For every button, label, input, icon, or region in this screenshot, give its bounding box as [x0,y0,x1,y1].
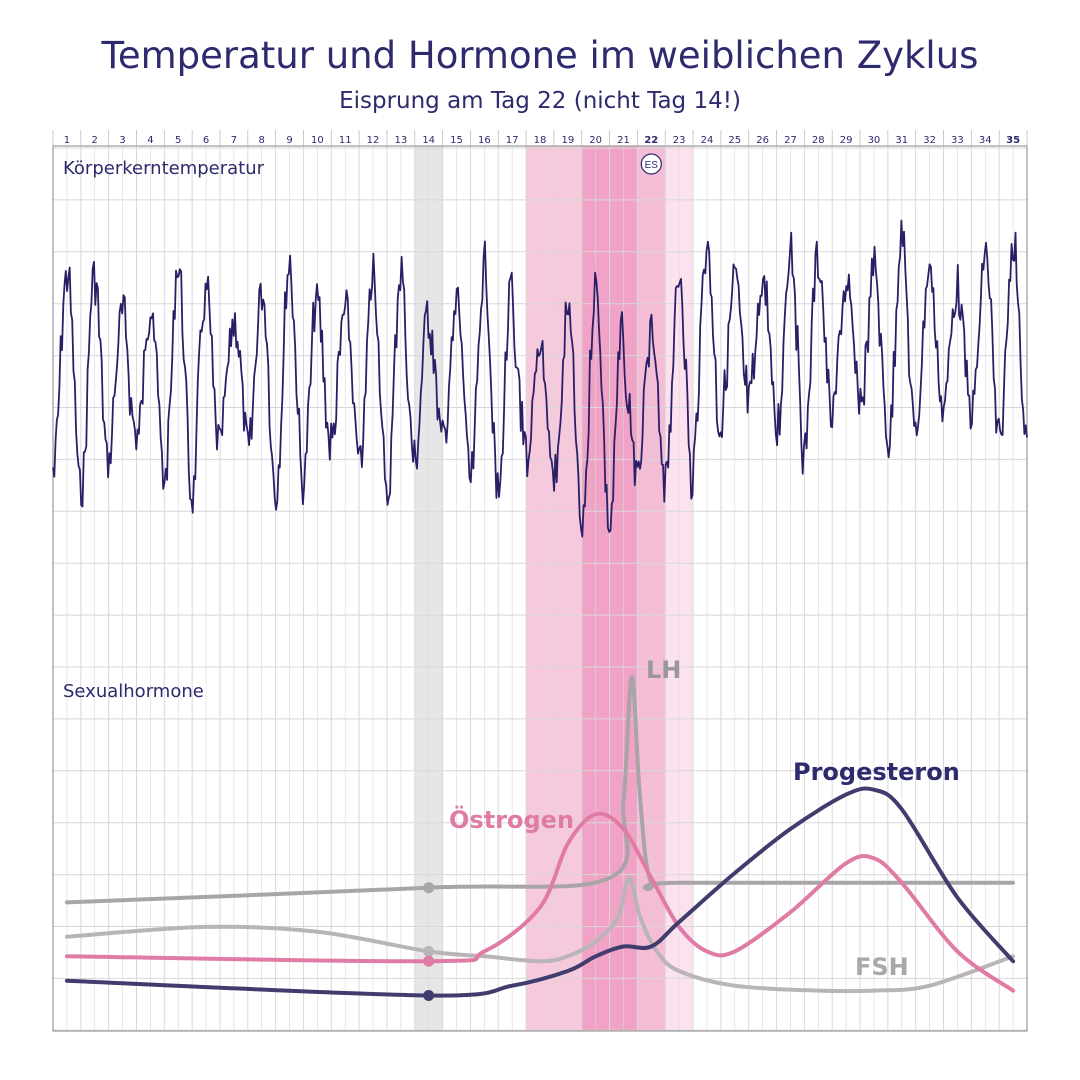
series-label-lh: LH [646,656,681,684]
day-label-13: 13 [394,135,407,146]
day-label-29: 29 [840,135,853,146]
day-label-27: 27 [784,135,797,146]
series-label-östrogen: Östrogen [449,804,574,834]
day-label-2: 2 [92,135,98,146]
chart-subtitle: Eisprung am Tag 22 (nicht Tag 14!) [339,88,741,114]
day-label-24: 24 [701,135,714,146]
series-line-fsh [64,875,1016,994]
day-label-19: 19 [561,135,574,146]
series-label-progesteron: Progesteron [793,758,960,786]
day-label-18: 18 [534,135,547,146]
day-label-32: 32 [923,135,936,146]
day-label-26: 26 [756,135,769,146]
day-label-16: 16 [478,135,491,146]
day-label-4: 4 [147,135,153,146]
day-label-14: 14 [422,135,435,146]
chart-title: Temperatur und Hormone im weiblichen Zyk… [101,34,979,77]
day-label-6: 6 [203,135,209,146]
day-axis: 1 2 3 4 5 6 7 8 9 10 11 12 13 14 15 16 17 18 19 20 21 22 23 24 2… [52,130,1028,175]
day-label-35: 35 [1006,135,1020,146]
ovulation-marker-label: ES [645,160,659,171]
day-label-25: 25 [728,135,741,146]
day-label-15: 15 [450,135,463,146]
day-label-1: 1 [64,135,70,146]
panel-labels: Körperkerntemperatur Sexualhormone LH Östro… [63,158,960,981]
day-label-33: 33 [951,135,964,146]
series-marker-progesteron [423,990,435,1001]
series-line-östrogen [64,811,1016,993]
day-label-7: 7 [231,135,237,146]
day-label-9: 9 [286,135,292,146]
day-label-10: 10 [311,135,324,146]
day-label-8: 8 [259,135,265,146]
day-label-5: 5 [175,135,181,146]
series-marker-östrogen [423,955,435,967]
series-line-progesteron [64,786,1016,998]
day-label-30: 30 [868,135,881,146]
day-label-12: 12 [367,135,380,146]
day-label-34: 34 [979,135,992,146]
ovulation-marker [640,153,662,175]
day-label-17: 17 [506,135,519,146]
day-label-11: 11 [339,135,352,146]
hormone-curves [64,675,1016,1001]
day-label-21: 21 [617,135,630,146]
day-label-31: 31 [895,135,908,146]
day-label-23: 23 [673,135,686,146]
series-marker-fsh [423,945,435,957]
temperature-curve [52,219,1028,538]
series-label-fsh: FSH [855,953,909,981]
temperature-panel-label: Körperkerntemperatur [63,158,265,179]
day-label-20: 20 [589,135,602,146]
day-label-28: 28 [812,135,825,146]
temperature-line [52,219,1028,538]
day-label-3: 3 [119,135,125,146]
hormone-panel-label: Sexualhormone [63,681,204,702]
series-marker-lh [423,882,435,894]
day-label-22: 22 [644,135,658,146]
